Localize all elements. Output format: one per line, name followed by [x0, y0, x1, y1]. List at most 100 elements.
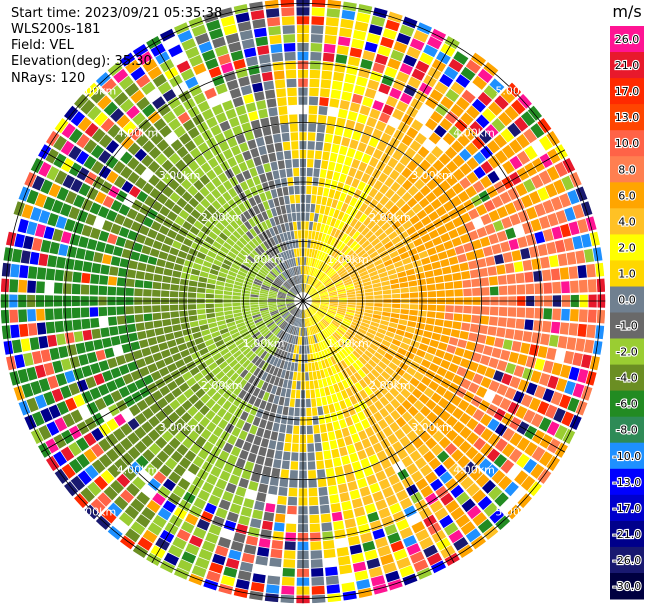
gate-cell — [296, 284, 300, 293]
gate-cell — [509, 213, 521, 226]
gate-cell — [310, 550, 323, 559]
gate-cell — [345, 286, 355, 291]
gate-cell — [230, 446, 241, 457]
gate-cell — [276, 405, 283, 415]
gate-cell — [367, 511, 380, 523]
gate-cell — [339, 192, 347, 202]
gate-cell — [179, 132, 192, 145]
gate-cell — [228, 187, 238, 198]
gate-cell — [63, 481, 79, 497]
gate-cell — [320, 297, 329, 300]
gate-cell — [501, 373, 513, 386]
gate-cell — [483, 85, 499, 100]
gate-cell — [368, 209, 378, 220]
gate-cell — [276, 441, 284, 451]
gate-cell — [383, 294, 392, 299]
gate-cell — [450, 507, 465, 521]
gate-cell — [529, 190, 541, 205]
gate-cell — [439, 471, 453, 484]
gate-cell — [180, 322, 191, 330]
gate-cell — [222, 191, 232, 202]
gate-cell — [209, 28, 224, 40]
gate-cell — [233, 587, 249, 599]
gate-cell — [474, 248, 485, 259]
gate-cell — [389, 421, 400, 433]
gate-cell — [331, 143, 340, 154]
gate-cell — [181, 551, 197, 564]
gate-cell — [312, 416, 319, 425]
gate-cell — [165, 457, 178, 470]
gate-cell — [23, 235, 34, 250]
gate-cell — [285, 281, 292, 288]
gate-cell — [471, 278, 481, 287]
gate-cell — [284, 282, 291, 289]
gate-cell — [163, 236, 174, 246]
gate-cell — [307, 452, 315, 461]
gate-cell — [345, 175, 354, 186]
gate-cell — [308, 266, 311, 275]
gate-cell — [324, 34, 337, 45]
gate-cell — [530, 370, 542, 384]
gate-cell — [261, 221, 269, 231]
gate-cell — [255, 455, 265, 465]
gate-cell — [463, 305, 472, 314]
gate-cell — [366, 474, 378, 486]
gate-cell — [560, 364, 572, 379]
gate-cell — [321, 360, 327, 369]
gate-cell — [496, 327, 506, 338]
gate-cell — [243, 283, 252, 289]
gate-cell — [385, 494, 398, 507]
gate-cell — [402, 179, 413, 191]
gate-cell — [156, 258, 166, 268]
gate-cell — [428, 132, 441, 145]
gate-cell — [435, 385, 447, 397]
gate-cell — [306, 398, 311, 408]
gate-cell — [295, 336, 299, 345]
gate-cell — [332, 171, 341, 181]
gate-cell — [399, 63, 414, 75]
gate-cell — [147, 522, 163, 536]
gate-cell — [471, 239, 482, 250]
gate-cell — [309, 505, 319, 515]
gate-cell — [258, 538, 271, 548]
gate-cell — [515, 183, 528, 197]
gate-cell — [262, 282, 271, 288]
gate-cell — [286, 259, 291, 268]
gate-cell — [223, 24, 238, 36]
gate-cell — [313, 268, 318, 277]
gate-cell — [385, 95, 398, 108]
colorbar-swatch — [610, 546, 644, 574]
gate-cell — [570, 309, 579, 322]
gate-cell — [144, 272, 154, 281]
gate-cell — [40, 349, 52, 363]
gate-cell — [233, 312, 243, 318]
colorbar-swatch — [610, 442, 644, 470]
gate-cell — [119, 535, 136, 550]
gate-cell — [323, 264, 330, 273]
gate-cell — [389, 502, 402, 515]
gate-cell — [448, 256, 459, 265]
gate-cell — [528, 344, 540, 357]
gate-cell — [483, 199, 496, 212]
azimuth-spoke — [302, 300, 565, 453]
gate-cell — [287, 315, 293, 323]
gate-cell — [90, 144, 105, 159]
gate-cell — [319, 273, 326, 281]
gate-cell — [346, 249, 355, 258]
gate-cell — [297, 230, 302, 239]
gate-cell — [500, 498, 516, 514]
gate-cell — [340, 256, 348, 264]
gate-cell — [286, 297, 295, 300]
gate-cell — [484, 223, 496, 235]
gate-cell — [288, 290, 296, 296]
gate-cell — [338, 302, 347, 305]
gate-cell — [277, 296, 286, 299]
gate-cell — [466, 157, 479, 170]
gate-cell — [227, 434, 238, 446]
gate-cell — [384, 176, 395, 188]
gate-cell — [118, 267, 128, 277]
gate-cell — [141, 507, 156, 521]
gate-cell — [214, 303, 223, 308]
gate-cell — [378, 507, 391, 519]
gate-cell — [279, 360, 285, 369]
